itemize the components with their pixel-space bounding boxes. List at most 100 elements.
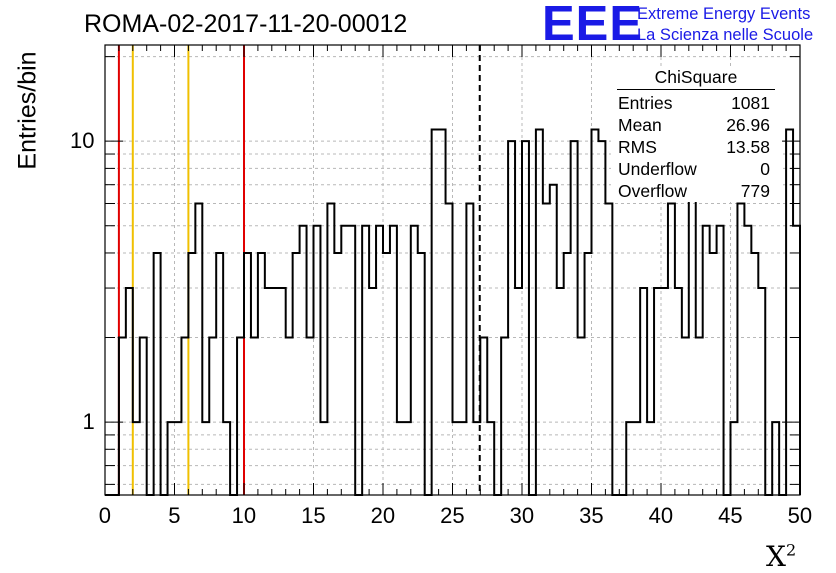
histogram-bin [168, 422, 175, 495]
histogram-bin [487, 422, 494, 495]
stats-row-entries: Entries 1081 [611, 92, 781, 114]
histogram-bin [647, 422, 654, 495]
histogram-bin [682, 338, 689, 495]
x-tick-label: 15 [301, 503, 326, 528]
histogram-bin [696, 338, 703, 495]
histogram-bin [286, 338, 293, 495]
histogram-bin [772, 422, 779, 495]
histogram-bin [119, 338, 126, 495]
histogram-bin [341, 226, 348, 495]
histogram-bin [668, 203, 675, 495]
histogram-bin [265, 288, 272, 495]
stats-title: ChiSquare [617, 67, 775, 90]
histogram-bin [154, 253, 161, 495]
histogram-bin [411, 226, 418, 495]
histogram-bin [703, 226, 710, 495]
histogram-bin [334, 253, 341, 495]
histogram-bin [585, 253, 592, 495]
histogram-bin [640, 288, 647, 495]
x-tick-label: 0 [98, 503, 112, 528]
histogram-bin [751, 253, 758, 495]
histogram-bin [550, 185, 557, 495]
histogram-bin [758, 288, 765, 495]
histogram-bin [133, 422, 140, 495]
histogram-bin [661, 288, 668, 495]
histogram-bin [605, 203, 612, 495]
histogram-bin [362, 226, 369, 495]
y-tick-label: 1 [82, 409, 95, 435]
histogram-bin [480, 338, 487, 495]
histogram-bin [251, 338, 258, 495]
histogram-bin [717, 226, 724, 495]
histogram-bin [126, 288, 133, 495]
histogram-bin [404, 422, 411, 495]
eee-logo: EEE [542, 0, 644, 51]
x-tick-label: 20 [370, 503, 396, 528]
x-tick-label: 40 [648, 503, 674, 528]
histogram-bin [188, 253, 195, 495]
x-axis-label-sup: 2 [785, 540, 797, 560]
histogram-bin [564, 253, 571, 495]
x-tick-label: 25 [440, 503, 465, 528]
histogram-bin [737, 203, 744, 495]
histogram-bin [307, 338, 314, 495]
x-tick-label: 45 [718, 503, 743, 528]
histogram-bin [300, 226, 307, 495]
y-tick-label: 10 [70, 128, 95, 154]
histogram-bin [293, 253, 300, 495]
stats-label: Entries [618, 93, 673, 113]
stats-row-rms: RMS 13.58 [611, 136, 781, 158]
histogram-bin [258, 253, 265, 495]
histogram-bin [459, 422, 466, 495]
x-axis-label: X2 [766, 540, 796, 573]
histogram-bin [557, 288, 564, 495]
stats-value: 779 [740, 181, 770, 201]
histogram-bin [598, 141, 605, 495]
x-tick-label: 35 [579, 503, 604, 528]
histogram-bin [237, 338, 244, 495]
histogram-bin [439, 130, 446, 495]
histogram-bin [731, 422, 738, 495]
logo-line-2: La Scienza nelle Scuole [637, 26, 814, 44]
histogram-bin [793, 226, 800, 495]
histogram-bin [195, 203, 202, 495]
histogram-bin [390, 226, 397, 495]
stats-value: 1081 [731, 93, 770, 113]
histogram-bin [536, 130, 543, 495]
histogram-bin [175, 422, 182, 495]
histogram-bin [446, 203, 453, 495]
histogram-bin [571, 141, 578, 495]
histogram-bin [202, 422, 209, 495]
histogram-bin [279, 288, 286, 495]
histogram-bin [522, 141, 529, 495]
stats-label: Underflow [618, 159, 697, 179]
histogram-bin [432, 130, 439, 495]
histogram-bin [216, 253, 223, 495]
histogram-bin [418, 253, 425, 495]
histogram-bin [272, 288, 279, 495]
run-title: ROMA-02-2017-11-20-00012 [84, 10, 408, 38]
stats-value: 26.96 [726, 115, 770, 135]
histogram-bin [348, 226, 355, 495]
stats-label: RMS [618, 137, 657, 157]
histogram-bin [140, 338, 147, 495]
histogram-bin [327, 203, 334, 495]
x-tick-label: 5 [168, 503, 181, 528]
stats-value: 13.58 [726, 137, 770, 157]
x-tick-label: 30 [509, 503, 535, 528]
stats-box: ChiSquare Entries 1081 Mean 26.96 RMS 13… [611, 67, 781, 202]
histogram-bin [675, 288, 682, 495]
histogram-bin [508, 141, 515, 495]
histogram-bin [578, 338, 585, 495]
histogram-bin [244, 253, 251, 495]
histogram-bin [369, 288, 376, 495]
histogram-bin [633, 422, 640, 495]
histogram-bin [543, 203, 550, 495]
x-axis-label-base: X [766, 540, 786, 573]
histogram-bin [320, 422, 327, 495]
histogram-bin [466, 203, 473, 495]
y-axis-label: Entries/bin [13, 51, 42, 170]
stats-label: Overflow [618, 181, 688, 201]
histogram-bin [181, 338, 188, 495]
stats-row-overflow: Overflow 779 [611, 180, 781, 202]
